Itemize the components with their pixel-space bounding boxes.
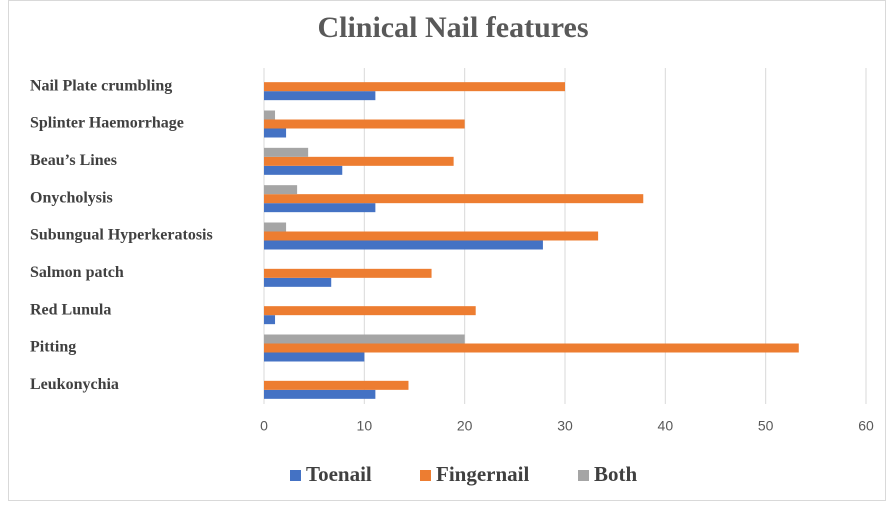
x-tick-label: 50 xyxy=(758,418,774,434)
chart-title: Clinical Nail features xyxy=(317,11,588,44)
bar xyxy=(264,165,343,175)
bar xyxy=(264,334,465,344)
bar xyxy=(264,315,276,325)
x-tick-label: 30 xyxy=(557,418,573,434)
bar xyxy=(264,306,476,316)
chart-frame xyxy=(8,0,886,501)
y-tick-label: Nail Plate crumbling xyxy=(30,77,172,94)
bar xyxy=(264,91,376,101)
bar xyxy=(264,231,599,241)
legend-label: Toenail xyxy=(306,462,372,486)
x-tick-label: 60 xyxy=(858,418,874,434)
y-tick-label: Onycholysis xyxy=(30,189,113,206)
bar xyxy=(264,240,543,250)
x-tick-label: 0 xyxy=(260,418,268,434)
bar xyxy=(264,194,644,204)
legend-swatch xyxy=(290,470,301,481)
bar xyxy=(264,156,454,166)
legend-swatch xyxy=(578,470,589,481)
y-tick-label: Splinter Haemorrhage xyxy=(30,115,184,132)
bar xyxy=(264,222,287,232)
y-tick-label: Salmon patch xyxy=(30,264,124,281)
y-tick-label: Beau’s Lines xyxy=(30,152,117,169)
legend-label: Both xyxy=(594,462,638,486)
bar xyxy=(264,147,309,157)
bar xyxy=(264,203,376,213)
bar xyxy=(264,119,465,129)
y-tick-label: Subungual Hyperkeratosis xyxy=(30,227,213,244)
legend-label: Fingernail xyxy=(436,462,529,486)
bar xyxy=(264,277,332,287)
bar xyxy=(264,110,276,120)
x-tick-label: 40 xyxy=(658,418,674,434)
bar xyxy=(264,185,298,195)
bar xyxy=(264,268,432,278)
bar xyxy=(264,128,287,138)
bar xyxy=(264,352,365,362)
x-tick-label: 20 xyxy=(457,418,473,434)
bar xyxy=(264,389,376,399)
y-tick-label: Red Lunula xyxy=(30,301,111,318)
y-tick-label: Pitting xyxy=(30,339,76,356)
legend-swatch xyxy=(420,470,431,481)
y-tick-label: Leukonychia xyxy=(30,376,119,393)
bar xyxy=(264,380,409,390)
x-tick-label: 10 xyxy=(357,418,373,434)
bar xyxy=(264,343,799,353)
bar xyxy=(264,82,565,92)
